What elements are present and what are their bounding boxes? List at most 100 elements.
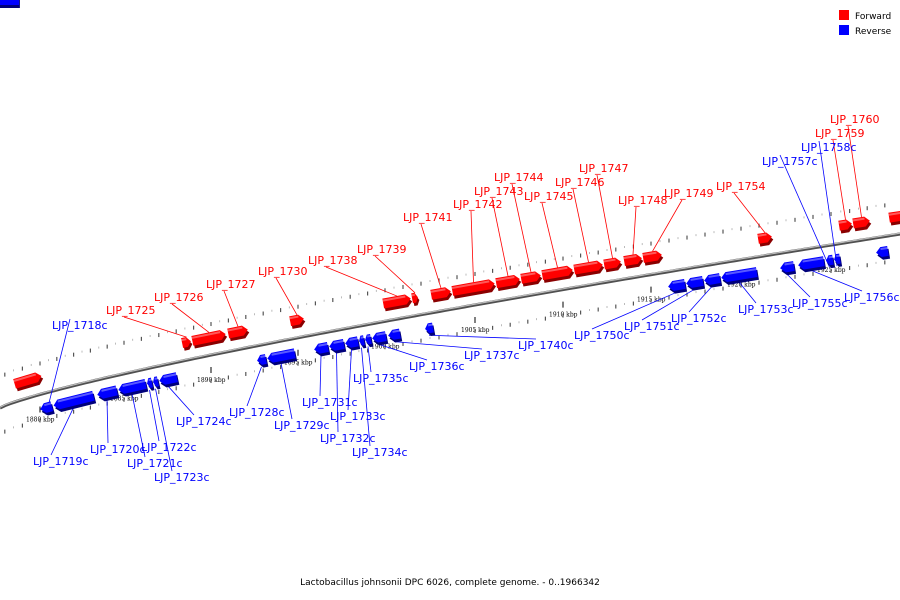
- leader-line: [123, 316, 187, 338]
- gene-sheen: [603, 258, 616, 263]
- gene-body: [382, 294, 411, 309]
- leader-line: [847, 125, 862, 218]
- leader-line: [275, 277, 298, 316]
- gene-label-ljp_1745: LJP_1745: [524, 190, 574, 203]
- gene-sheen: [227, 326, 243, 332]
- gene-arrow: [888, 210, 900, 226]
- gene-body: [40, 401, 54, 413]
- gene-body: [411, 292, 418, 304]
- gene-body: [623, 254, 642, 267]
- gene-label-ljp_1741: LJP_1741: [403, 211, 453, 224]
- gene-body: [227, 325, 248, 339]
- leader-line: [786, 273, 811, 298]
- gene-sheen: [757, 233, 767, 237]
- leader-line: [541, 202, 558, 268]
- gene-arrow: [314, 342, 331, 357]
- gene-label-ljp_1723c: LJP_1723c: [154, 471, 210, 484]
- gene-arrow: [365, 333, 374, 348]
- gene-arrow: [267, 348, 298, 366]
- gene-body: [838, 219, 852, 231]
- gene-label-ljp_1754: LJP_1754: [716, 180, 766, 193]
- gene-sheen: [802, 257, 824, 263]
- gene-label-ljp_1737c: LJP_1737c: [464, 349, 520, 362]
- gene-sheen: [318, 343, 328, 347]
- leader-line: [596, 174, 613, 259]
- gene-body: [0, 0, 19, 5]
- gene-body: [780, 261, 795, 273]
- gene-body: [53, 390, 95, 410]
- gene-arrow: [721, 267, 759, 285]
- gene-body: [267, 348, 296, 363]
- gene-label-ljp_1720c: LJP_1720c: [90, 443, 146, 456]
- gene-body: [191, 330, 226, 346]
- gene-label-ljp_1760: LJP_1760: [830, 113, 880, 126]
- gene-label-ljp_1735c: LJP_1735c: [353, 372, 409, 385]
- gene-label-ljp_1755c: LJP_1755c: [792, 297, 848, 310]
- gene-arrow: [603, 257, 623, 273]
- gene-label-ljp_1757c: LJP_1757c: [762, 155, 818, 168]
- gene-label-ljp_1728c: LJP_1728c: [229, 406, 285, 419]
- gene-sheen: [360, 336, 364, 339]
- gene-body: [345, 336, 359, 348]
- gene-label-ljp_1748: LJP_1748: [618, 194, 668, 207]
- gene-body: [541, 265, 573, 281]
- gene-body: [97, 385, 118, 399]
- gene-body: [876, 245, 889, 257]
- gene-body: [686, 275, 704, 288]
- gene-body: [798, 256, 825, 270]
- gene-arrow: [686, 275, 706, 291]
- gene-arrow: [40, 401, 55, 416]
- gene-body: [13, 372, 42, 389]
- leader-line: [347, 349, 352, 411]
- gene-body: [153, 376, 160, 387]
- gene-sheen: [690, 276, 703, 281]
- gene-sheen: [427, 323, 433, 327]
- leader-line: [361, 347, 371, 447]
- gene-label-ljp_1759: LJP_1759: [815, 127, 865, 140]
- gene-sheen: [828, 255, 833, 259]
- gene-sheen: [784, 262, 794, 266]
- gene-arrow: [780, 261, 797, 276]
- gene-body: [359, 335, 365, 346]
- gene-sheen: [888, 211, 900, 216]
- leader-line: [779, 154, 830, 268]
- leader-line: [149, 389, 160, 442]
- leader-line: [131, 393, 146, 458]
- gene-label-ljp_1733c: LJP_1733c: [330, 410, 386, 423]
- gene-sheen: [495, 275, 515, 282]
- gene-label-ljp_1738: LJP_1738: [308, 254, 358, 267]
- gene-body: [257, 354, 267, 365]
- gene-arrow: [257, 354, 269, 368]
- backbone-shadow: [0, 232, 900, 410]
- gene-sheen: [376, 332, 386, 336]
- gene-body: [372, 331, 387, 343]
- gene-sheen: [838, 220, 847, 224]
- leader-line: [470, 210, 474, 283]
- gene-label-ljp_1724c: LJP_1724c: [176, 415, 232, 428]
- gene-body: [668, 278, 686, 291]
- gene-sheen: [289, 315, 299, 320]
- gene-sheen: [57, 391, 93, 403]
- gene-arrow: [623, 254, 644, 269]
- gene-arrow: [541, 265, 575, 283]
- gene-label-ljp_1739: LJP_1739: [357, 243, 407, 256]
- gene-sheen: [349, 337, 358, 341]
- gene-sheen: [366, 334, 371, 338]
- gene-sheen: [880, 246, 888, 251]
- gene-body: [704, 273, 721, 285]
- gene-label-ljp_1722c: LJP_1722c: [141, 441, 197, 454]
- leader-line: [491, 197, 509, 277]
- gene-sheen: [541, 266, 568, 274]
- gene-label-ljp_1744: LJP_1744: [494, 171, 544, 184]
- leader-line: [367, 346, 372, 373]
- gene-arrow: [430, 287, 453, 303]
- gene-sheen: [451, 280, 490, 290]
- gene-sheen: [260, 355, 266, 358]
- gene-arrow: [852, 216, 872, 232]
- gene-sheen: [392, 329, 400, 333]
- gene-arrow: [147, 377, 155, 391]
- gene-sheen: [672, 279, 685, 284]
- gene-sheen: [154, 377, 158, 380]
- gene-arrow: [372, 331, 389, 346]
